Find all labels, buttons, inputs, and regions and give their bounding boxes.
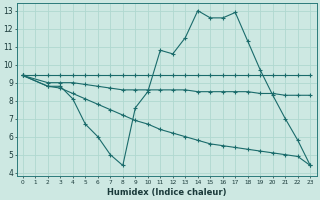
X-axis label: Humidex (Indice chaleur): Humidex (Indice chaleur) — [107, 188, 226, 197]
